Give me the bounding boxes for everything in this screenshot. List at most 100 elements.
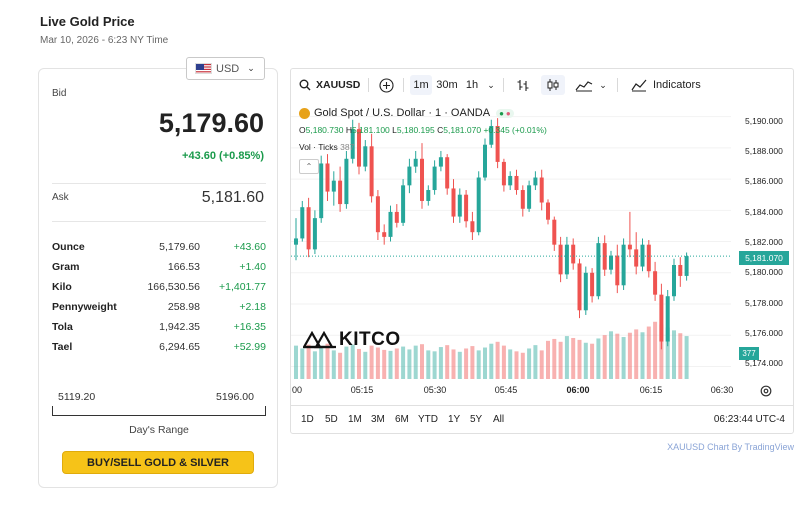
unit-name: Tael (52, 341, 73, 353)
candle-body (331, 180, 336, 192)
ohlc-change: +0.345 (+0.01%) (483, 125, 547, 135)
candle-body (646, 244, 651, 272)
volume-bar (363, 351, 368, 379)
candle-body (596, 243, 601, 297)
unit-name: Tola (52, 321, 73, 333)
price-card (38, 68, 278, 488)
volume-bar (451, 349, 456, 379)
candle-body (489, 125, 494, 145)
volume-bar (501, 345, 506, 379)
divider (52, 183, 266, 184)
gold-symbol-icon (299, 107, 310, 119)
candle-body (659, 294, 664, 342)
range-3m[interactable]: 3M (371, 414, 385, 425)
volume-legend: Vol · Ticks 387 (299, 142, 354, 152)
volume-bar (678, 333, 683, 379)
unit-value: 166.53 (167, 261, 200, 273)
candle-body (609, 255, 613, 270)
unit-price-list: Ounce 5,179.60 +43.60 Gram 166.53 +1.40 … (52, 241, 266, 361)
interval-dropdown-icon[interactable]: ⌄ (487, 79, 495, 90)
candle-body (602, 243, 607, 270)
volume-bar (577, 339, 582, 379)
candle-body (312, 218, 317, 250)
unit-row-kilo: Kilo 166,530.56 +1,401.77 (52, 281, 266, 301)
unit-name: Gram (52, 261, 80, 273)
chart-type-dropdown-icon[interactable]: ⌄ (599, 79, 607, 90)
time-axis[interactable]: 00 05:15 05:30 05:45 06:00 06:15 06:30 (291, 379, 793, 401)
range-5y[interactable]: 5Y (470, 414, 483, 425)
range-1y[interactable]: 1Y (448, 414, 461, 425)
candle-body (451, 188, 456, 217)
unit-name: Kilo (52, 281, 72, 293)
time-tick: 06:30 (710, 385, 734, 395)
interval-1h[interactable]: 1h (465, 79, 479, 91)
days-range-bar (52, 406, 266, 416)
unit-row-ounce: Ounce 5,179.60 +43.60 (52, 241, 266, 261)
candle-body (445, 157, 450, 189)
volume-bar (312, 351, 317, 379)
unit-change: +43.60 (233, 241, 266, 253)
add-symbol-icon (378, 77, 394, 93)
interval-1m[interactable]: 1m (410, 75, 432, 95)
volume-bar (445, 345, 450, 379)
candle-body (627, 244, 632, 250)
chart-type-bars-button[interactable] (513, 75, 533, 95)
range-all[interactable]: All (493, 414, 505, 425)
ask-label: Ask (52, 192, 69, 203)
chart-plot-area[interactable] (291, 101, 731, 411)
volume-bar (325, 343, 330, 379)
currency-label: USD (216, 62, 240, 75)
collapse-legend-button[interactable]: ⌃ (299, 159, 319, 174)
candle-body (413, 158, 418, 167)
candle-body (350, 129, 355, 159)
current-price-label: 5,181.070 (739, 251, 789, 265)
volume-bar (583, 342, 588, 379)
chart-type-area-button[interactable] (573, 75, 595, 95)
indicators-button[interactable]: Indicators (631, 75, 721, 95)
candle-body (634, 249, 639, 267)
candle-body (401, 185, 406, 223)
volume-bar (344, 346, 349, 379)
page-title: Live Gold Price (40, 14, 135, 29)
tradingview-credit[interactable]: XAUUSD Chart By TradingView (667, 442, 794, 452)
candle-body (483, 144, 487, 178)
volume-bar (615, 333, 620, 379)
days-range-low: 5119.20 (58, 391, 96, 403)
unit-change: +1,401.77 (218, 281, 266, 293)
candle-body (539, 177, 544, 203)
range-1d[interactable]: 1D (301, 414, 314, 425)
chart-type-candles-button[interactable] (541, 75, 565, 95)
volume-bar (495, 341, 500, 379)
volume-bar (388, 350, 393, 379)
interval-30m[interactable]: 30m (436, 79, 458, 91)
chevron-down-icon: ⌄ (247, 63, 255, 73)
volume-bar (627, 332, 632, 379)
toolbar-separator (368, 78, 369, 92)
chart-widget: XAUUSD 1m 30m 1h ⌄ (290, 68, 794, 434)
candle-body (438, 157, 443, 167)
candle-body (300, 207, 305, 239)
time-tick: 05:30 (423, 385, 447, 395)
price-tick: 5,184.000 (745, 207, 783, 217)
ohlc-open: 5,180.730 (305, 125, 344, 135)
candle-body (319, 163, 324, 219)
candle-body (520, 190, 525, 209)
range-1m[interactable]: 1M (348, 414, 362, 425)
bid-price: 5,179.60 (158, 108, 264, 138)
us-flag-icon (195, 63, 212, 74)
toolbar-separator (403, 78, 404, 92)
bars-icon (517, 80, 529, 91)
range-5d[interactable]: 5D (325, 414, 338, 425)
compare-button[interactable] (375, 75, 397, 95)
symbol-search[interactable]: XAUUSD (299, 75, 365, 95)
currency-select[interactable]: USD ⌄ (186, 57, 265, 80)
candle-body (678, 264, 683, 276)
price-axis[interactable]: 5,190.000 5,188.000 5,186.000 5,184.000 … (731, 101, 793, 379)
settings-gear-icon[interactable] (759, 384, 773, 398)
volume-bar (590, 343, 595, 379)
range-ytd[interactable]: YTD (418, 414, 438, 425)
buy-sell-button[interactable]: BUY/SELL GOLD & SILVER (62, 451, 254, 474)
range-6m[interactable]: 6M (395, 414, 409, 425)
volume-bar (331, 350, 336, 379)
unit-row-tola: Tola 1,942.35 +16.35 (52, 321, 266, 341)
